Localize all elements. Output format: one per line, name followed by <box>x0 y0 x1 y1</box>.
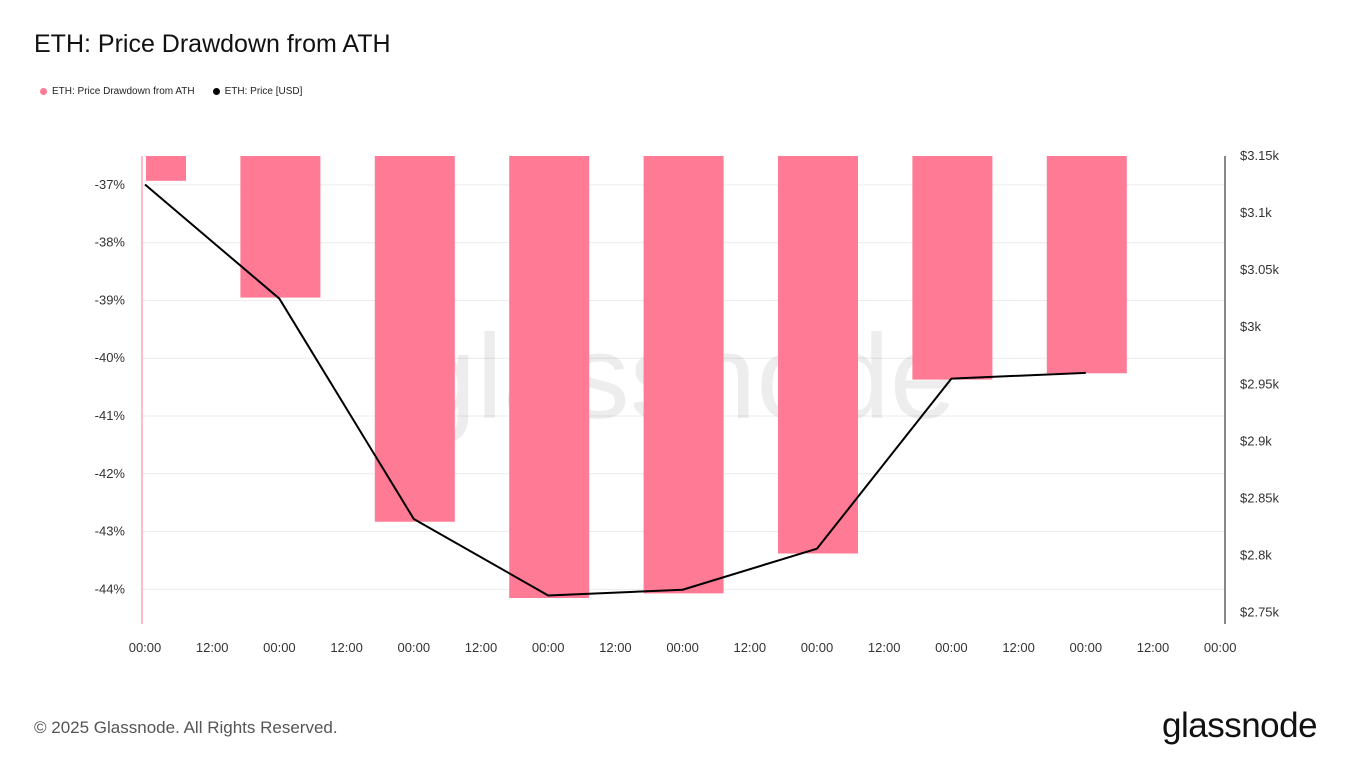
drawdown-bar <box>509 156 590 598</box>
legend-dot-price <box>212 88 220 95</box>
left-tick-label: -37% <box>95 177 126 192</box>
copyright-footer: © 2025 Glassnode. All Rights Reserved. <box>34 718 338 737</box>
drawdown-bar <box>1046 156 1127 374</box>
drawdown-bar <box>643 156 724 594</box>
legend-item-drawdown[interactable]: ETH: Price Drawdown from ATH <box>40 86 195 97</box>
right-tick-label: $2.95k <box>1240 376 1280 391</box>
right-tick-label: $3.15k <box>1240 148 1280 163</box>
price-line-group <box>144 183 1086 597</box>
right-tick-label: $3k <box>1240 319 1261 334</box>
x-tick-label: 12:00 <box>599 640 632 655</box>
drawdown-bar <box>912 156 993 380</box>
legend-label-drawdown: ETH: Price Drawdown from ATH <box>52 86 195 97</box>
x-tick-label: 12:00 <box>1137 640 1170 655</box>
right-tick-label: $2.85k <box>1240 490 1280 505</box>
legend: ETH: Price Drawdown from ATH ETH: Price … <box>40 86 302 97</box>
left-tick-label: -38% <box>95 235 126 250</box>
x-tick-label: 12:00 <box>734 640 767 655</box>
x-tick-label: 00:00 <box>666 640 699 655</box>
left-axis-ticks: -37% -38% -39% -40% -41% -42% -43% -44% <box>95 177 126 596</box>
chart-area: glassnode -37%-38%-39%-40%-41%-42%-43%-4… <box>95 148 1280 655</box>
legend-dot-drawdown <box>40 88 47 95</box>
x-tick-label: 00:00 <box>532 640 565 655</box>
legend-label-price: ETH: Price [USD] <box>224 86 303 97</box>
right-tick-label: $3.05k <box>1240 262 1280 277</box>
axes-group <box>141 156 1226 624</box>
drawdown-bar <box>778 156 858 554</box>
left-tick-label: -39% <box>95 292 126 307</box>
right-tick-label: $2.8k <box>1240 548 1272 563</box>
x-tick-label: 00:00 <box>263 640 296 655</box>
right-tick-label: $2.9k <box>1240 433 1272 448</box>
x-tick-label: 12:00 <box>330 640 363 655</box>
x-tick-label: 12:00 <box>465 640 498 655</box>
drawdown-bar <box>146 156 186 181</box>
chart-title: ETH: Price Drawdown from ATH <box>34 30 391 58</box>
x-tick-label: 12:00 <box>1002 640 1035 655</box>
bars-group <box>146 156 1127 598</box>
brand-logo[interactable]: glassnode <box>1162 706 1318 745</box>
left-tick-label: -42% <box>95 466 126 481</box>
left-tick-label: -41% <box>95 408 126 423</box>
x-tick-label: 12:00 <box>196 640 229 655</box>
x-tick-label: 12:00 <box>868 640 901 655</box>
price-line <box>144 183 1086 597</box>
x-axis-ticks: 00:00 12:00 00:00 12:00 00:00 12:00 00:00 12:00… <box>129 640 1237 655</box>
drawdown-bar <box>374 156 455 522</box>
right-axis-ticks: $3.15k $3.1k $3.05k $3k $2.95k $2.9k $2.85k $2.… <box>1240 148 1280 620</box>
x-tick-label: 00:00 <box>129 640 162 655</box>
drawdown-bar <box>240 156 321 298</box>
left-tick-label: -40% <box>95 350 126 365</box>
x-tick-label: 00:00 <box>398 640 431 655</box>
left-tick-label: -44% <box>95 581 126 596</box>
legend-item-price[interactable]: ETH: Price [USD] <box>212 86 303 97</box>
right-tick-label: $3.1k <box>1240 205 1272 220</box>
left-tick-label: -43% <box>95 524 126 539</box>
x-tick-label: 00:00 <box>801 640 834 655</box>
x-tick-label: 00:00 <box>1204 640 1237 655</box>
x-tick-label: 00:00 <box>935 640 968 655</box>
x-tick-label: 00:00 <box>1070 640 1103 655</box>
right-tick-label: $2.75k <box>1240 605 1280 620</box>
